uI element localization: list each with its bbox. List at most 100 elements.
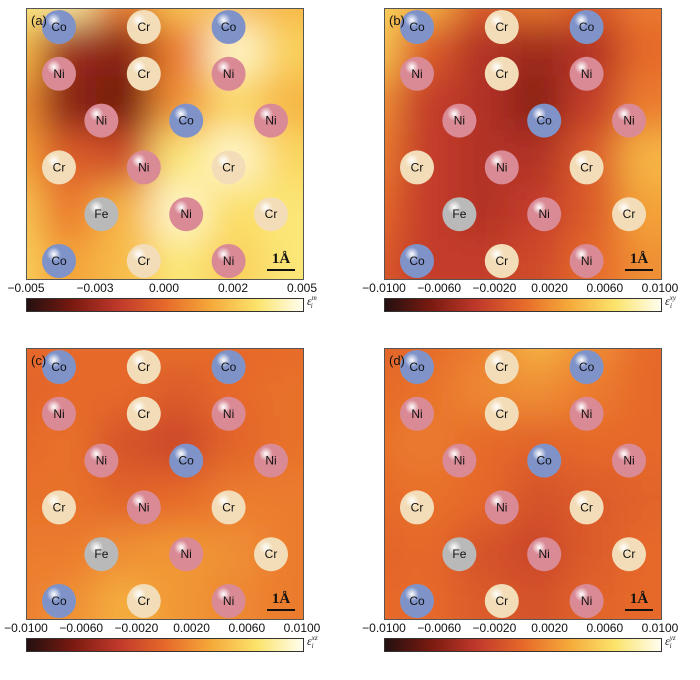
scale-bar-label: 1Å: [271, 591, 291, 607]
colorbar-tick: 0.0100: [641, 621, 679, 635]
colorbar-tick: 0.002: [217, 281, 249, 295]
atom-label: Cr: [623, 207, 636, 221]
atom-label: Ni: [581, 67, 592, 81]
atom-ni: Ni: [400, 396, 434, 431]
atom-label: Ni: [623, 114, 634, 128]
atom-label: Ni: [181, 547, 192, 561]
atom-label: Cr: [495, 254, 508, 268]
strain-map: Co Cr Co Ni Cr Ni Ni Co Ni Cr Ni Cr Fe Ni Cr Co Cr Ni (d) 1…: [384, 348, 662, 620]
atom-label: Ni: [53, 67, 64, 81]
atom-label: Co: [221, 20, 237, 34]
atom-cr: Cr: [126, 10, 161, 44]
atom-co: Co: [211, 10, 246, 44]
atom-label: Ni: [223, 67, 234, 81]
atom-label: Co: [409, 594, 425, 608]
colorbar-tick: −0.0100: [362, 281, 406, 295]
atom-cr: Cr: [126, 244, 161, 278]
atom-ni: Ni: [442, 103, 477, 138]
colorbar-label: εyzi: [665, 634, 676, 651]
panel-c: Co Cr Co Ni Cr Ni Ni Co Ni Cr Ni Cr Fe Ni Cr Co Cr Ni (c) 1…: [4, 348, 322, 680]
atom-ni: Ni: [42, 396, 76, 431]
scale-bar-line: [267, 609, 295, 611]
panel-a: Co Cr Co Ni Cr Ni Ni Co Ni Cr Ni Cr Fe Ni Cr Co Cr Ni (a) 1…: [7, 8, 322, 340]
colorbar-tick: 0.005: [286, 281, 318, 295]
atom-label: Ni: [581, 594, 592, 608]
atom-label: Ni: [138, 500, 149, 514]
atom-ni: Ni: [42, 56, 76, 91]
atom-cr: Cr: [484, 396, 519, 431]
colorbar-tick: −0.003: [76, 281, 114, 295]
atom-ni: Ni: [569, 396, 604, 431]
panel-b: Co Cr Co Ni Cr Ni Ni Co Ni Cr Ni Cr Fe Ni Cr Co Cr Ni (b) 1…: [362, 8, 680, 340]
atom-cr: Cr: [612, 197, 646, 232]
colorbar-label: εmi: [307, 294, 317, 311]
atom-label: Cr: [222, 160, 235, 174]
atom-label: Ni: [581, 407, 592, 421]
atom-fe: Fe: [84, 197, 119, 232]
atom-cr: Cr: [569, 150, 604, 185]
colorbar-tick: −0.0100: [362, 621, 406, 635]
atom-label: Ni: [265, 454, 276, 468]
panel-d: Co Cr Co Ni Cr Ni Ni Co Ni Cr Ni Cr Fe Ni Cr Co Cr Ni (d) 1…: [362, 348, 680, 680]
atom-label: Cr: [137, 407, 150, 421]
atom-co: Co: [569, 10, 604, 44]
colorbar-tick: 0.0060: [586, 621, 624, 635]
scale-bar-label: 1Å: [629, 591, 649, 607]
atom-label: Ni: [181, 207, 192, 221]
atom-co: Co: [211, 350, 246, 384]
field-cell: [619, 238, 661, 279]
atom-label: Ni: [223, 254, 234, 268]
atom-label: Co: [51, 20, 67, 34]
colorbar-tick: 0.0100: [283, 621, 321, 635]
atom-label: Co: [409, 360, 425, 374]
panel-label: (d): [389, 353, 405, 368]
scale-bar: 1Å: [625, 251, 653, 271]
atom-cr: Cr: [42, 490, 76, 525]
atom-ni: Ni: [527, 537, 562, 572]
atom-label: Cr: [495, 20, 508, 34]
atom-ni: Ni: [169, 537, 204, 572]
atom-label: Fe: [94, 207, 108, 221]
scale-bar: 1Å: [267, 591, 295, 611]
atom-label: Ni: [581, 254, 592, 268]
atom-label: Cr: [53, 500, 66, 514]
atom-cr: Cr: [126, 56, 161, 91]
atom-co: Co: [527, 103, 562, 138]
colorbar-tick: −0.0060: [417, 281, 462, 295]
colorbar: [26, 298, 304, 312]
colorbar: [384, 638, 662, 652]
atom-label: Cr: [580, 160, 593, 174]
colorbar-tick: 0.0020: [531, 621, 568, 635]
atom-label: Cr: [137, 360, 150, 374]
atom-cr: Cr: [126, 584, 161, 618]
atom-ni: Ni: [211, 56, 246, 91]
atom-label: Cr: [580, 500, 593, 514]
atom-ni: Ni: [169, 197, 204, 232]
scale-bar-line: [267, 269, 295, 271]
colorbar: [384, 298, 662, 312]
strain-map: Co Cr Co Ni Cr Ni Ni Co Ni Cr Ni Cr Fe Ni Cr Co Cr Ni (a) 1…: [26, 8, 304, 280]
scale-bar: 1Å: [267, 251, 295, 271]
atom-label: Co: [51, 254, 67, 268]
atom-label: Cr: [265, 207, 278, 221]
colorbar-tick: −0.0020: [472, 621, 517, 635]
atom-co: Co: [42, 584, 76, 618]
atom-label: Cr: [411, 160, 424, 174]
atom-ni: Ni: [442, 443, 477, 478]
atom-co: Co: [400, 10, 434, 44]
atom-fe: Fe: [442, 197, 477, 232]
colorbar-tick: 0.0100: [641, 281, 679, 295]
atom-label: Cr: [265, 547, 278, 561]
atom-label: Co: [179, 454, 195, 468]
atom-cr: Cr: [126, 396, 161, 431]
scale-bar-label: 1Å: [271, 251, 291, 267]
colorbar-tick: 0.0020: [531, 281, 568, 295]
atom-label: Co: [537, 114, 553, 128]
atom-label: Co: [221, 360, 237, 374]
atom-cr: Cr: [484, 584, 519, 618]
atom-label: Ni: [96, 114, 107, 128]
colorbar-tick: 0.0060: [586, 281, 624, 295]
atom-label: Ni: [96, 454, 107, 468]
field-cell: [261, 578, 303, 619]
atom-label: Co: [537, 454, 553, 468]
